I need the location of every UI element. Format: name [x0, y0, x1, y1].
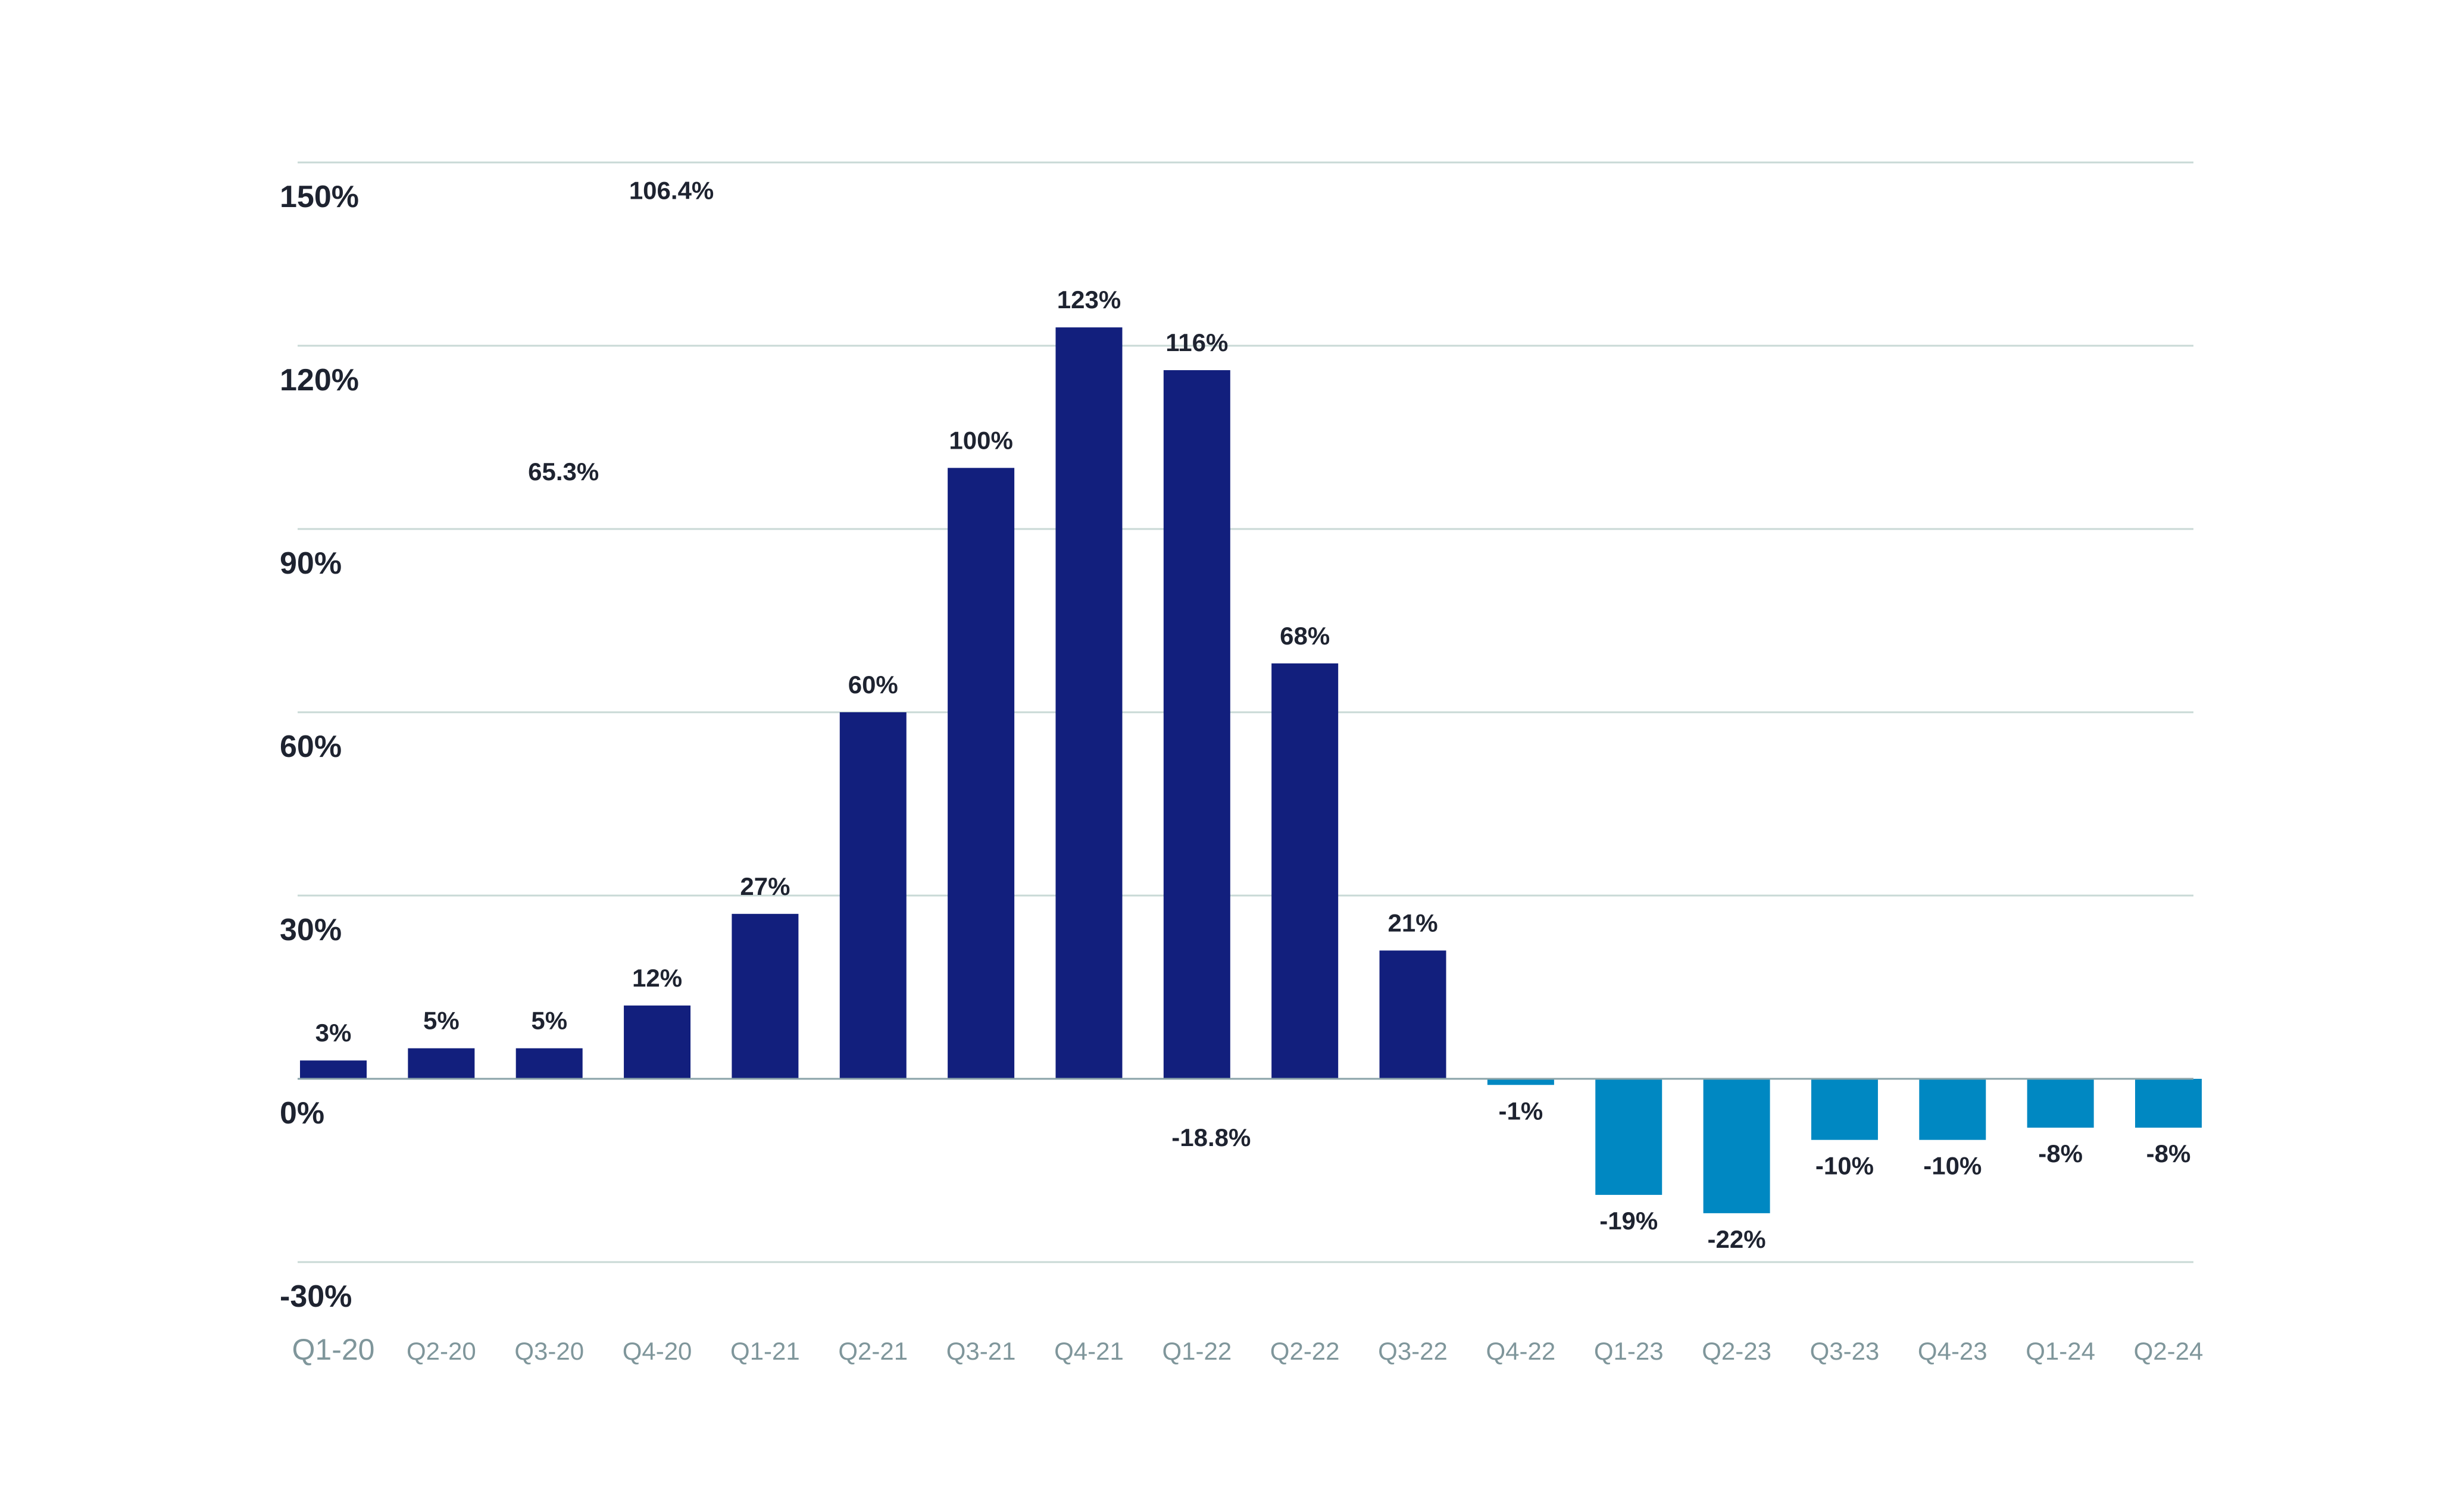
data-label: -22%	[1708, 1225, 1766, 1253]
data-label: 21%	[1387, 909, 1437, 937]
x-tick-label: Q1-23	[1594, 1337, 1664, 1365]
x-tick-label: Q2-21	[838, 1337, 908, 1365]
y-tick-label: 120%	[280, 363, 359, 397]
y-tick-label: 60%	[280, 730, 342, 764]
data-label: 3%	[315, 1019, 352, 1047]
bar-Q4-20	[624, 1005, 691, 1079]
bar-Q1-22	[1163, 370, 1230, 1079]
x-tick-label: Q3-20	[514, 1337, 584, 1365]
x-tick-label: Q4-20	[623, 1337, 692, 1365]
bars	[300, 327, 2202, 1213]
annotations: 106.4% 65.3% -18.8%	[528, 177, 1251, 1151]
bar-Q3-20	[515, 1048, 583, 1079]
x-tick-label: Q3-23	[1810, 1337, 1880, 1365]
y-tick-label: 30%	[280, 913, 342, 947]
data-label: 116%	[1165, 328, 1228, 356]
bar-Q1-21	[732, 913, 799, 1079]
x-tick-label: Q2-22	[1270, 1337, 1340, 1365]
bar-Q3-21	[948, 468, 1015, 1079]
bar-Q2-21	[839, 712, 907, 1079]
data-label: -19%	[1599, 1207, 1658, 1235]
data-label: 60%	[848, 671, 898, 699]
bar-Q3-22	[1379, 950, 1446, 1079]
x-tick-label: Q2-24	[2134, 1337, 2204, 1365]
x-tick-label: Q4-22	[1486, 1337, 1556, 1365]
x-tick-label: Q1-21	[730, 1337, 800, 1365]
y-tick-label: 150%	[280, 180, 359, 214]
data-label: -10%	[1923, 1152, 1982, 1180]
data-label: -1%	[1499, 1097, 1543, 1125]
data-label: -8%	[2038, 1140, 2083, 1167]
data-label: 5%	[423, 1007, 460, 1035]
data-label: 27%	[740, 872, 790, 900]
bar-Q1-24	[2027, 1079, 2094, 1128]
bar-Q4-22	[1487, 1079, 1554, 1085]
data-label: 12%	[632, 964, 682, 992]
x-tick-label: Q2-23	[1702, 1337, 1771, 1365]
bar-Q1-20	[300, 1060, 367, 1079]
bar-Q3-23	[1811, 1079, 1878, 1140]
data-label: -10%	[1815, 1152, 1874, 1180]
bar-Q2-20	[408, 1048, 475, 1079]
annotation-label: -18.8%	[1171, 1123, 1251, 1151]
y-tick-label: 90%	[280, 546, 342, 581]
bar-Q2-23	[1703, 1079, 1770, 1213]
x-tick-label: Q4-23	[1918, 1337, 1987, 1365]
bar-Q1-23	[1595, 1079, 1662, 1195]
y-tick-label: 0%	[280, 1096, 324, 1131]
x-tick-label: Q4-21	[1054, 1337, 1124, 1365]
data-label: -8%	[2146, 1140, 2191, 1167]
data-label: 100%	[949, 426, 1012, 454]
x-tick-label: Q2-20	[407, 1337, 476, 1365]
bar-Q4-23	[1919, 1079, 1986, 1140]
y-axis-ticks: 150% 120% 90% 60% 30% 0% -30%	[280, 180, 359, 1314]
x-tick-label: Q3-22	[1378, 1337, 1448, 1365]
x-tick-label: Q1-22	[1162, 1337, 1232, 1365]
annotation-label: 65.3%	[528, 458, 599, 486]
data-label: 5%	[531, 1007, 567, 1035]
x-tick-label: Q3-21	[946, 1337, 1016, 1365]
x-tick-label: Q1-20	[292, 1333, 375, 1366]
data-label: 123%	[1057, 286, 1121, 314]
x-tick-label: Q1-24	[2026, 1337, 2095, 1365]
y-tick-label: -30%	[280, 1279, 352, 1314]
bar-Q2-22	[1271, 663, 1339, 1079]
data-labels: 3% 5% 5% 12% 27% 60% 100% 123% 116% 68% 21% -1% -19%…	[315, 286, 2191, 1253]
data-label: 68%	[1280, 622, 1330, 650]
bar-Q4-21	[1055, 327, 1123, 1079]
gridlines	[298, 161, 2193, 1263]
annotation-label: 106.4%	[629, 177, 714, 205]
bar-Q2-24	[2135, 1079, 2202, 1128]
x-axis-ticks: Q1-20 Q2-20 Q3-20 Q4-20 Q1-21 Q2-21 Q3-21 Q4-21…	[292, 1333, 2204, 1366]
